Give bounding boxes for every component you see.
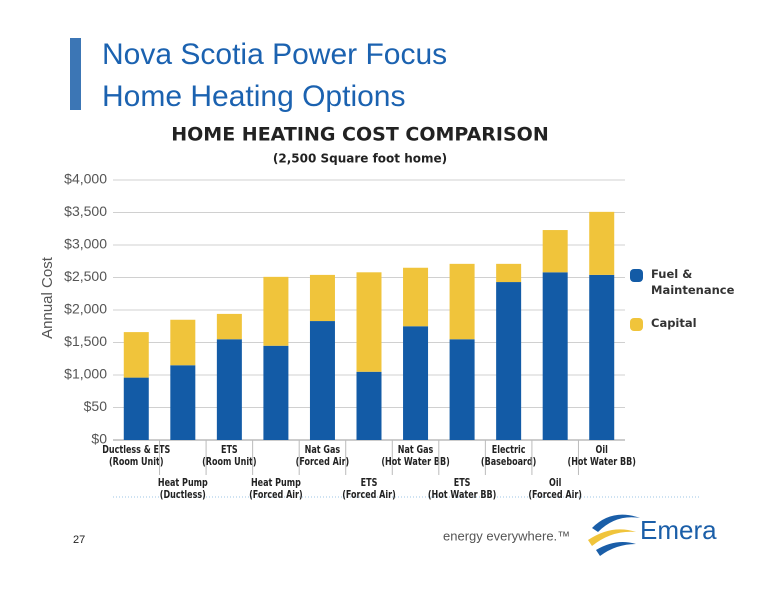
x-tick-label: (Hot Water BB) (568, 457, 636, 469)
bar-segment (263, 345, 289, 440)
x-tick-label: (Room Unit) (202, 457, 256, 469)
x-tick-label: (Hot Water BB) (381, 457, 449, 469)
bar-segment (542, 230, 568, 273)
bar-segment (356, 371, 382, 440)
legend-item: Capital (630, 315, 741, 331)
bar-segment (263, 276, 289, 346)
y-tick-label: $50 (84, 398, 108, 414)
y-tick-label: $1,500 (64, 333, 107, 349)
page-number: 27 (73, 534, 85, 546)
bar-segment (170, 319, 196, 366)
legend-label: Capital (651, 316, 697, 330)
chart-title: HOME HEATING COST COMPARISON (171, 124, 549, 146)
x-tick-label: (Ductless) (160, 490, 206, 502)
y-tick-label: $1,000 (64, 366, 107, 382)
x-tick-label: (Room Unit) (109, 457, 163, 469)
slide-title: Home Heating Options (102, 80, 406, 113)
bar-segment (449, 263, 475, 340)
x-tick-label: (Forced Air) (342, 490, 396, 502)
x-tick-label: (Forced Air) (528, 490, 582, 502)
x-tick-label: Heat Pump (251, 478, 301, 490)
x-tick-label: ETS (361, 478, 378, 490)
legend-item: Fuel & Maintenance (630, 266, 741, 298)
y-tick-label: $3,500 (64, 203, 107, 219)
x-tick-label: Electric (492, 445, 526, 457)
y-tick-label: $4,000 (64, 171, 107, 187)
x-tick-label: Heat Pump (158, 478, 208, 490)
bar-segment (216, 313, 242, 340)
y-tick-label: $2,500 (64, 268, 107, 284)
bar-segment (356, 272, 382, 372)
bar-segment (542, 272, 568, 440)
bar-segment (309, 321, 335, 440)
bar-segment (123, 332, 149, 378)
logo-swoosh (588, 529, 636, 546)
x-tick-label: Ductless & ETS (102, 445, 170, 457)
legend-swatch (630, 318, 643, 331)
title-accent (70, 38, 81, 110)
bar-segment (403, 267, 429, 327)
logo-swoosh (592, 514, 640, 532)
legend-swatch (630, 269, 643, 282)
bar-segment (216, 339, 242, 440)
y-axis-label: Annual Cost (39, 256, 56, 339)
bar-segment (496, 282, 522, 440)
bar-segment (589, 211, 615, 275)
x-tick-label: Nat Gas (398, 445, 434, 457)
y-tick-label: $0 (91, 431, 107, 447)
bar-segment (170, 365, 196, 440)
x-tick-label: Oil (549, 478, 561, 490)
x-tick-label: (Forced Air) (296, 457, 350, 469)
bar-segment (403, 326, 429, 440)
y-tick-label: $2,000 (64, 301, 107, 317)
bar-segment (123, 377, 149, 440)
slide-title: Nova Scotia Power Focus (102, 38, 447, 71)
bar-segment (589, 274, 615, 440)
x-tick-label: (Baseboard) (481, 457, 536, 469)
legend-label: Fuel & Maintenance (651, 267, 735, 297)
x-tick-label: ETS (454, 478, 471, 490)
tagline: energy everywhere.™ (443, 528, 570, 543)
x-tick-label: (Forced Air) (249, 490, 303, 502)
bar-segment (496, 263, 522, 283)
chart-subtitle: (2,500 Square foot home) (273, 152, 447, 166)
x-tick-label: (Hot Water BB) (428, 490, 496, 502)
bar-segment (449, 339, 475, 440)
x-tick-label: Oil (596, 445, 608, 457)
bar-segment (309, 274, 335, 322)
logo-swoosh (596, 542, 636, 556)
x-tick-label: Nat Gas (305, 445, 341, 457)
brand: Emera (640, 515, 717, 545)
x-tick-label: ETS (221, 445, 238, 457)
y-tick-label: $3,000 (64, 236, 107, 252)
